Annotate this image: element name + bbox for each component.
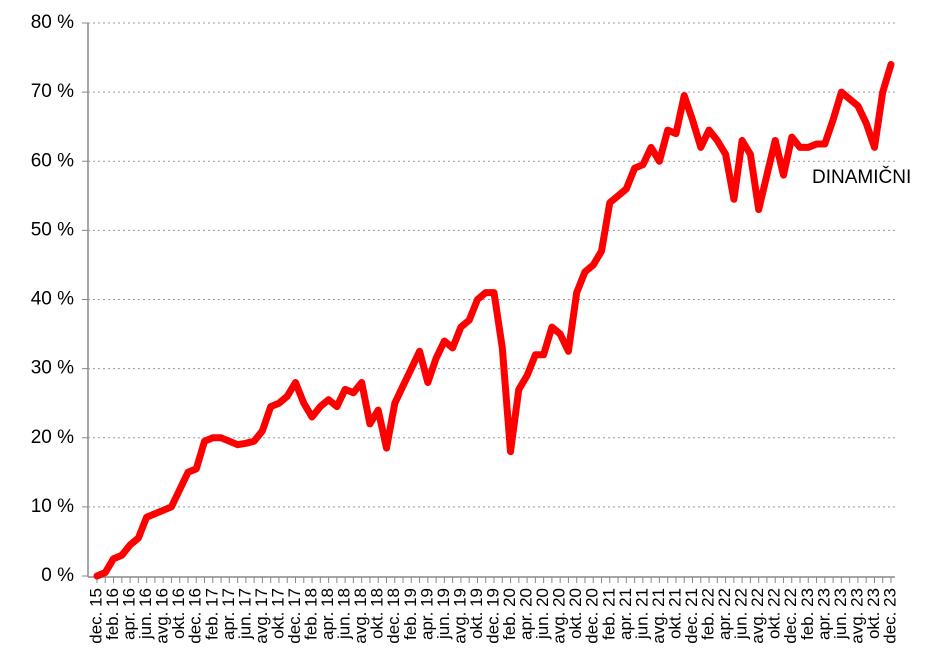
- x-tick-label: feb. 16: [103, 588, 122, 640]
- x-tick-label: dec. 22: [781, 588, 800, 644]
- x-tick-label: dec. 19: [483, 588, 502, 644]
- y-tick-label: 20 %: [31, 427, 74, 448]
- x-tick-label: dec. 15: [86, 588, 105, 644]
- y-tick-label: 50 %: [31, 219, 74, 240]
- x-tick-label: dec. 18: [384, 588, 403, 644]
- x-tick-label: feb. 20: [500, 588, 519, 640]
- x-tick-label: feb. 19: [401, 588, 420, 640]
- x-tick-label: jun. 20: [533, 588, 552, 640]
- x-tick-label: okt. 17: [268, 588, 287, 639]
- x-tick-label: avg. 23: [847, 588, 866, 644]
- x-tick-label: apr. 19: [417, 588, 436, 640]
- x-tick-label: okt. 19: [467, 588, 486, 639]
- x-tick-label: dec. 20: [583, 588, 602, 644]
- x-tick-label: dec. 17: [285, 588, 304, 644]
- x-tick-label: dec. 21: [682, 588, 701, 644]
- x-tick-label: dec. 23: [880, 588, 899, 644]
- x-tick-label: apr. 21: [616, 588, 635, 640]
- x-tick-label: okt. 16: [169, 588, 188, 639]
- x-tick-label: feb. 22: [699, 588, 718, 640]
- x-tick-label: avg. 16: [153, 588, 172, 644]
- x-tick-label: avg. 20: [550, 588, 569, 644]
- x-tick-label: avg. 21: [649, 588, 668, 644]
- x-tick-label: okt. 20: [566, 588, 585, 639]
- data-line: [93, 61, 895, 580]
- x-tick-label: jun. 17: [235, 588, 254, 640]
- x-tick-label: apr. 22: [715, 588, 734, 640]
- x-tick-label: feb. 18: [302, 588, 321, 640]
- x-tick-label: okt. 18: [368, 588, 387, 639]
- x-tick-label: avg. 22: [748, 588, 767, 644]
- x-tick-label: apr. 17: [219, 588, 238, 640]
- x-tick-label: okt. 23: [864, 588, 883, 639]
- series-label: DINAMIČNI: [812, 166, 911, 188]
- y-tick-label: 30 %: [31, 358, 74, 379]
- x-tick-label: feb. 21: [599, 588, 618, 640]
- x-tick-label: apr. 18: [318, 588, 337, 640]
- x-tick-label: okt. 21: [665, 588, 684, 639]
- x-tick-label: feb. 17: [202, 588, 221, 640]
- x-tick-label: avg. 17: [252, 588, 271, 644]
- y-tick-label: 10 %: [31, 496, 74, 517]
- x-tick-label: dec. 16: [186, 588, 205, 644]
- x-tick-label: jun. 22: [732, 588, 751, 640]
- x-tick-label: apr. 23: [814, 588, 833, 640]
- x-tick-label: jun. 16: [136, 588, 155, 640]
- x-tick-label: avg. 18: [351, 588, 370, 644]
- y-tick-label: 80 %: [31, 12, 74, 33]
- x-tick-label: jun. 21: [632, 588, 651, 640]
- y-tick-label: 70 %: [31, 81, 74, 102]
- x-tick-label: feb. 23: [798, 588, 817, 640]
- x-tick-label: jun. 18: [335, 588, 354, 640]
- x-tick-label: okt. 22: [765, 588, 784, 639]
- x-tick-label: apr. 16: [120, 588, 139, 640]
- x-tick-label: avg. 19: [450, 588, 469, 644]
- y-tick-label: 40 %: [31, 289, 74, 310]
- x-tick-label: apr. 20: [517, 588, 536, 640]
- y-tick-label: 0 %: [41, 565, 74, 586]
- x-tick-label: jun. 19: [434, 588, 453, 640]
- x-tick-label: jun. 23: [831, 588, 850, 640]
- y-tick-label: 60 %: [31, 150, 74, 171]
